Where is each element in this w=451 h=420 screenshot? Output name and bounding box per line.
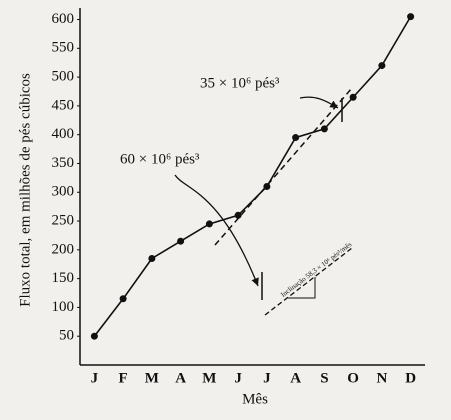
y-tick-label: 600 [52,11,75,27]
point [292,134,300,142]
x-tick-label: D [405,370,416,386]
y-tick-label: 150 [52,270,75,286]
x-tick-label: M [202,370,216,386]
arrow [174,174,259,287]
point [320,125,328,133]
x-tick-label: A [290,370,301,386]
x-axis-label: Mês [242,391,268,407]
annotation: 35 × 10⁶ pés³ [200,75,280,91]
point [205,220,213,228]
x-tick-label: F [119,370,128,386]
x-tick-label: O [347,370,359,386]
tangent-line [214,87,353,246]
y-tick-label: 100 [52,299,75,315]
x-tick-label: J [91,370,99,386]
annotation: 60 × 10⁶ pés³ [120,151,200,167]
y-tick-label: 500 [52,69,75,85]
x-tick-label: J [234,370,242,386]
y-tick-label: 250 [52,212,75,228]
x-tick-label: N [376,370,387,386]
x-tick-label: J [263,370,271,386]
y-axis-label: Fluxo total, em milhões de pés cúbicos [17,73,33,307]
x-tick-label: A [175,370,186,386]
x-tick-label: M [145,370,159,386]
point [119,295,127,303]
point [90,332,98,340]
y-tick-label: 550 [52,40,75,56]
y-tick-label: 350 [52,155,75,171]
point [349,93,357,101]
point [378,62,386,70]
point [407,13,415,21]
point [263,183,271,190]
slope-triangle [288,277,316,299]
plot-area [80,8,425,365]
y-tick-label: 450 [52,97,75,113]
x-tick-label: S [320,370,328,386]
point [148,254,156,262]
y-tick-label: 400 [52,126,75,142]
cumulative-line [93,16,412,337]
y-tick-label: 50 [59,328,74,344]
y-tick-label: 300 [52,184,75,200]
point [177,237,185,245]
slope-line [264,247,353,316]
y-tick-label: 200 [52,241,75,257]
point [234,211,242,219]
arrow [299,96,339,109]
slope-label: Inclinação 58,3 × 10⁶ pés³/mês [279,240,353,299]
